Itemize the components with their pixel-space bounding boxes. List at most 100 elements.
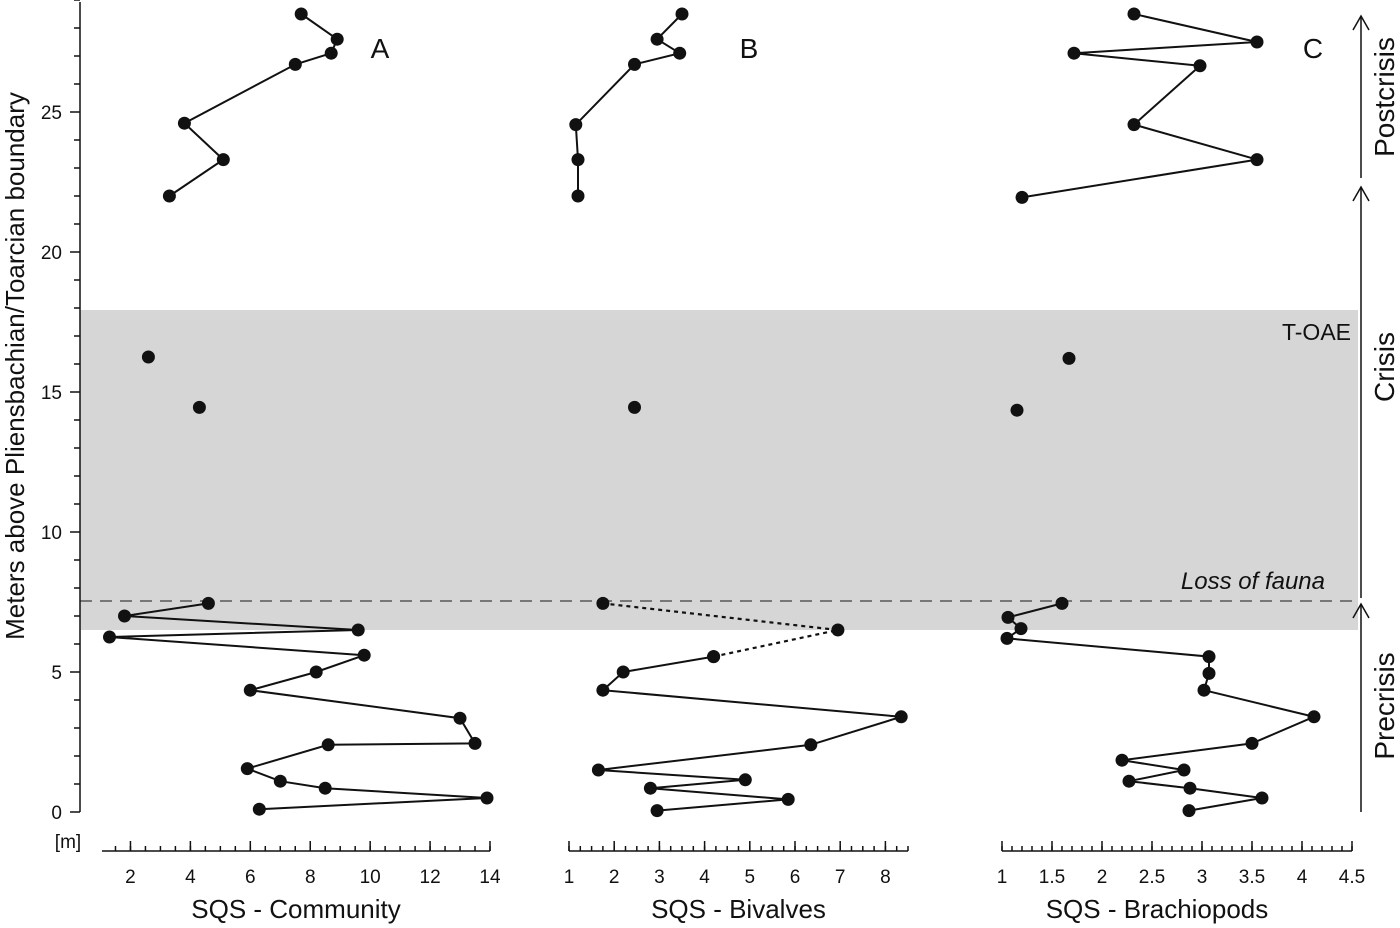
x-tick-label: 4 [1297, 867, 1308, 888]
data-point-a [480, 791, 494, 805]
series-b-solid-line [598, 655, 902, 812]
series-a-solid-line [168, 13, 339, 197]
data-point-c [1197, 683, 1211, 697]
data-point-a [201, 596, 215, 610]
data-point-c [1067, 46, 1081, 60]
series-a-solid-line [109, 602, 488, 811]
series-c-solid-line [1021, 13, 1258, 199]
data-point-b [569, 118, 583, 132]
data-point-b [738, 773, 752, 787]
data-point-a [118, 609, 131, 623]
x-tick-label: 10 [360, 867, 381, 888]
precrisis-arrowhead [1352, 602, 1370, 619]
data-point-a [309, 665, 323, 679]
y-axis: 0 5 10 15 20 25 Meters above Pliensbachian/To… [0, 0, 81, 853]
phase-arrows: Postcrisis Crisis Precrisis [1352, 14, 1400, 812]
data-point-c [1014, 622, 1028, 636]
x-tick-label: 1.5 [1039, 867, 1065, 888]
y-tick-label: 20 [41, 243, 62, 264]
y-tick-label: 5 [51, 663, 62, 684]
x-axis-title-b: SQS - Bivalves [651, 894, 826, 924]
data-point-a [177, 116, 191, 130]
y-axis-unit: [m] [55, 832, 81, 853]
data-point-c [1115, 753, 1129, 767]
series-b-dashed-line [602, 602, 839, 658]
data-point-a [318, 781, 332, 795]
x-tick-label: 4.5 [1339, 867, 1365, 888]
data-point-a [252, 802, 266, 816]
data-point-b [596, 683, 610, 697]
panel-letter-a: A [371, 33, 390, 64]
data-point-a [103, 630, 116, 644]
panel-letter-b: B [740, 33, 759, 64]
data-point-a [243, 683, 257, 697]
x-tick-label: 6 [245, 867, 256, 888]
data-point-b [804, 738, 818, 752]
data-point-b [571, 153, 585, 167]
data-point-b [650, 804, 664, 818]
phase-label-precrisis: Precrisis [1369, 652, 1400, 759]
y-tick-label: 15 [41, 383, 62, 404]
data-point-b [673, 46, 687, 60]
data-point-a [141, 350, 155, 364]
data-point-b [591, 763, 605, 777]
y-tick-label: 25 [41, 103, 62, 124]
data-point-a [288, 57, 302, 71]
x-tick-label: 2.5 [1139, 867, 1165, 888]
data-point-b [675, 7, 689, 21]
data-point-c [1177, 763, 1191, 777]
data-point-c [1055, 596, 1069, 610]
x-tick-label: 8 [880, 867, 891, 888]
data-point-c [1202, 650, 1216, 664]
data-point-a [294, 7, 308, 21]
data-point-c [1183, 781, 1197, 795]
data-point-b [781, 792, 795, 806]
data-point-c [1193, 59, 1207, 73]
x-axis-title-c: SQS - Brachiopods [1046, 894, 1269, 924]
data-point-c [1250, 153, 1264, 167]
data-point-a [192, 400, 206, 414]
y-axis-title: Meters above Pliensbachian/Toarcian boun… [0, 92, 30, 640]
data-point-c [1202, 666, 1216, 680]
data-point-c [1001, 610, 1015, 624]
x-tick-label: 3.5 [1239, 867, 1265, 888]
data-point-c [1255, 791, 1269, 805]
data-point-b [831, 623, 845, 637]
x-tick-label: 2 [609, 867, 620, 888]
data-point-a [273, 774, 287, 788]
x-tick-label: 1 [564, 867, 575, 888]
toae-label: T-OAE [1282, 319, 1351, 345]
x-tick-label: 12 [420, 867, 441, 888]
data-point-c [1250, 35, 1264, 49]
data-point-a [162, 189, 176, 203]
data-point-b [616, 665, 630, 679]
data-point-a [351, 623, 365, 637]
data-point-a [216, 153, 230, 167]
x-tick-label: 14 [479, 867, 501, 888]
data-point-b [571, 189, 585, 203]
data-point-a [468, 736, 482, 750]
y-tick-label: 0 [51, 803, 62, 824]
x-tick-label: 8 [305, 867, 316, 888]
toae-band [80, 310, 1358, 630]
data-point-b [596, 596, 610, 610]
data-point-c [1307, 710, 1321, 724]
x-tick-label: 5 [745, 867, 756, 888]
data-point-b [628, 400, 641, 414]
data-point-c [1000, 631, 1014, 645]
data-point-a [453, 711, 467, 725]
y-tick-label: 10 [41, 523, 62, 544]
x-tick-label: 3 [1197, 867, 1208, 888]
x-tick-label: 4 [699, 867, 710, 888]
data-point-b [643, 781, 657, 795]
x-tick-label: 2 [125, 867, 136, 888]
series-layer [103, 7, 1321, 818]
x-axis-title-a: SQS - Community [191, 894, 401, 924]
x-tick-label: 6 [790, 867, 801, 888]
series-c-solid-line [1004, 602, 1318, 812]
data-point-b [707, 650, 721, 664]
phase-label-postcrisis: Postcrisis [1369, 37, 1400, 157]
data-point-a [240, 762, 254, 776]
